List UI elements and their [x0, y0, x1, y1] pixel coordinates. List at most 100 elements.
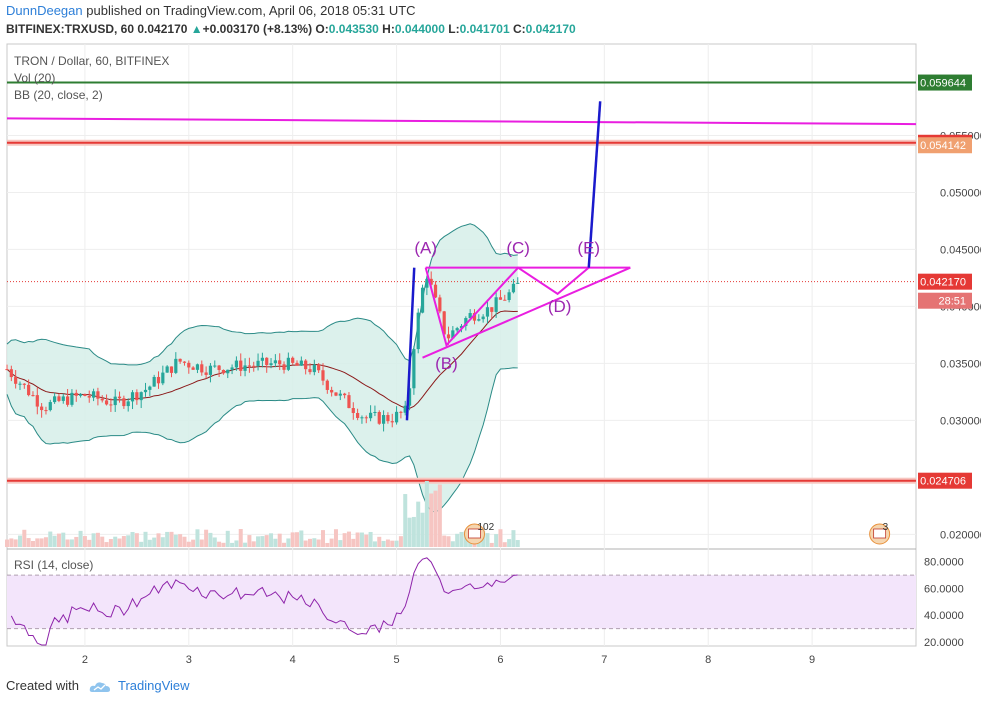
- volume-bar: [230, 542, 235, 547]
- candle-body: [31, 395, 35, 397]
- candle-body: [498, 297, 503, 300]
- candle-body: [5, 369, 9, 371]
- candle-body: [156, 376, 161, 384]
- volume-bar: [455, 533, 460, 547]
- volume-bar: [446, 536, 451, 547]
- volume-bar: [191, 539, 196, 547]
- volume-bar: [221, 542, 226, 547]
- volume-bar: [394, 540, 399, 547]
- pattern-label: (D): [548, 297, 572, 316]
- time-tick-label: 9: [809, 654, 815, 666]
- candle-body: [403, 405, 407, 413]
- candle-body: [239, 360, 243, 371]
- price-label-text: 28:51: [938, 296, 966, 308]
- volume-bar: [494, 534, 499, 547]
- volume-bar: [212, 537, 217, 547]
- volume-bar: [416, 501, 421, 547]
- volume-bar: [329, 538, 334, 547]
- volume-bar: [5, 539, 9, 547]
- candle-body: [308, 369, 312, 373]
- candle-body: [317, 364, 321, 371]
- open-value: 0.043530: [328, 22, 379, 36]
- candle-body: [139, 392, 143, 401]
- price-label-text: 0.024706: [920, 476, 966, 488]
- candle-body: [416, 312, 420, 350]
- candle-body: [96, 391, 100, 399]
- volume-bar: [78, 530, 83, 547]
- volume-bar: [43, 537, 48, 547]
- candle-body: [195, 364, 200, 370]
- time-tick-label: 5: [394, 654, 400, 666]
- candle-body: [399, 411, 403, 413]
- candle-body: [143, 389, 148, 393]
- volume-bar: [290, 532, 295, 547]
- candle-body: [182, 361, 187, 363]
- volume-bar: [117, 538, 122, 547]
- candle-body: [511, 283, 516, 293]
- price-label-tag: [918, 74, 972, 91]
- candle-body: [48, 402, 52, 411]
- candle-body: [230, 367, 234, 370]
- tradingview-link[interactable]: TradingView: [118, 678, 190, 693]
- candle-body: [455, 328, 459, 331]
- candle-body: [334, 392, 338, 396]
- candle-body: [429, 278, 433, 285]
- candle-body: [481, 316, 485, 320]
- candle-body: [369, 412, 373, 419]
- price-label-text: 0.054142: [920, 140, 966, 152]
- open-label: O:: [315, 22, 329, 36]
- volume-bar: [282, 542, 287, 547]
- volume-bar: [130, 531, 135, 547]
- candle-body: [265, 357, 269, 366]
- volume-bar: [260, 536, 265, 547]
- volume-bar: [498, 529, 503, 547]
- candle-body: [122, 398, 126, 407]
- high-label: H:: [382, 22, 395, 36]
- volume-bar: [364, 534, 369, 547]
- candle-body: [459, 325, 464, 329]
- candle-body: [351, 408, 355, 413]
- last-price: 0.042170: [137, 22, 188, 36]
- candle-body: [356, 412, 360, 418]
- candle-body: [247, 365, 251, 367]
- volume-bar: [511, 530, 516, 547]
- candles: [5, 271, 520, 432]
- price-label-tag: [918, 472, 972, 489]
- candle-body: [87, 395, 91, 398]
- author-link[interactable]: DunnDeegan: [6, 3, 83, 18]
- publish-header: DunnDeegan published on TradingView.com,…: [6, 3, 416, 18]
- candle-body: [494, 297, 498, 312]
- candle-body: [433, 284, 438, 298]
- candle-body: [152, 376, 156, 387]
- volume-bar: [351, 538, 356, 547]
- volume-bar: [48, 531, 53, 547]
- candle-body: [321, 370, 325, 381]
- volume-bar: [277, 533, 282, 547]
- bb-fill: [7, 223, 518, 513]
- close-label: C:: [512, 22, 526, 36]
- candle-body: [178, 358, 182, 362]
- candle-body: [61, 396, 65, 401]
- time-tick-label: 3: [186, 654, 192, 666]
- volume-bar: [91, 533, 96, 547]
- candle-body: [169, 366, 174, 373]
- candle-body: [78, 394, 83, 396]
- candle-body: [468, 313, 472, 319]
- candle-body: [200, 364, 204, 373]
- candle-body: [273, 360, 277, 364]
- volume-bar: [308, 538, 312, 547]
- volume-bar: [182, 536, 187, 547]
- price-label-tag: [918, 273, 972, 290]
- volume-bar: [303, 540, 308, 547]
- event-count: 3: [883, 522, 889, 533]
- volume-bar: [459, 531, 464, 547]
- volume-bar: [139, 541, 144, 547]
- candle-body: [161, 372, 165, 384]
- candle-body: [299, 360, 303, 366]
- volume-bar: [273, 538, 278, 547]
- low-value: 0.041701: [459, 22, 510, 36]
- volume-bar: [433, 490, 438, 547]
- pattern-label: (A): [414, 238, 437, 257]
